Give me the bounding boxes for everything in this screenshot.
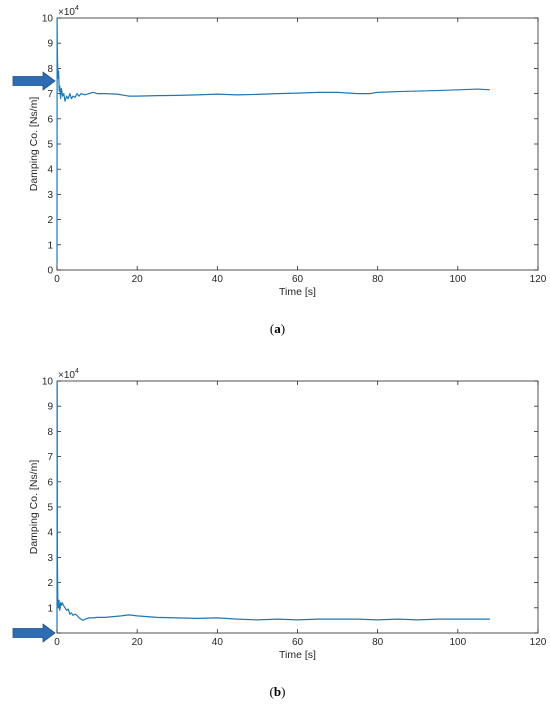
- y-exponent-base: ×10: [58, 7, 75, 18]
- plot-area: [56, 17, 539, 271]
- caption-open-paren: (: [270, 321, 274, 336]
- x-tick-label: 20: [132, 274, 144, 285]
- y-exponent-label: ×104: [58, 5, 79, 18]
- caption-close-paren: ): [281, 684, 285, 699]
- y-tick-label: 3: [47, 553, 53, 564]
- x-tick-label: 120: [530, 637, 547, 648]
- series-line: [56, 17, 490, 263]
- indicator-arrow: [12, 623, 56, 643]
- y-tick-label: 7: [47, 89, 53, 100]
- y-tick-label: 7: [47, 452, 53, 463]
- y-tick-label: 5: [47, 503, 53, 514]
- x-tick-label: 100: [449, 274, 466, 285]
- x-tick-label: 0: [54, 274, 60, 285]
- y-tick-label: 8: [47, 427, 53, 438]
- y-tick-label: 2: [47, 578, 53, 589]
- x-tick-label: 60: [292, 274, 304, 285]
- caption-letter: a: [274, 321, 281, 336]
- y-tick-label: 3: [47, 190, 53, 201]
- caption-letter: b: [274, 684, 281, 699]
- y-exponent-power: 4: [75, 368, 79, 375]
- y-axis-label: Damping Co. [Ns/m]: [28, 97, 40, 192]
- x-tick-label: 60: [292, 637, 304, 648]
- x-tick-label: 20: [132, 637, 144, 648]
- y-tick-label: 1: [47, 240, 53, 251]
- x-tick-label: 100: [449, 637, 466, 648]
- caption-close-paren: ): [281, 321, 285, 336]
- x-tick-label: 80: [372, 274, 384, 285]
- indicator-arrow: [12, 71, 56, 91]
- y-tick-label: 9: [47, 402, 53, 413]
- y-tick-label: 4: [47, 528, 53, 539]
- y-tick-label: 9: [47, 39, 53, 50]
- x-tick-label: 80: [372, 637, 384, 648]
- y-tick-label: 10: [42, 14, 54, 25]
- x-tick-label: 120: [530, 274, 547, 285]
- x-axis-label: Time [s]: [279, 649, 316, 661]
- y-exponent-power: 4: [75, 5, 79, 12]
- y-axis-label: Damping Co. [Ns/m]: [28, 460, 40, 555]
- y-tick-label: 6: [47, 114, 53, 125]
- x-tick-label: 0: [54, 637, 60, 648]
- y-tick-label: 8: [47, 64, 53, 75]
- y-exponent-label: ×104: [58, 368, 79, 381]
- y-tick-label: 1: [47, 603, 53, 614]
- y-tick-label: 6: [47, 477, 53, 488]
- series-line: [56, 380, 490, 628]
- x-tick-label: 40: [212, 637, 224, 648]
- x-tick-label: 40: [212, 274, 224, 285]
- y-tick-label: 0: [47, 266, 53, 277]
- y-tick-label: 10: [42, 377, 54, 388]
- figure-caption: (a): [270, 321, 285, 336]
- caption-open-paren: (: [270, 684, 274, 699]
- y-tick-label: 2: [47, 215, 53, 226]
- y-tick-label: 5: [47, 140, 53, 151]
- y-tick-label: 4: [47, 165, 53, 176]
- y-exponent-base: ×10: [58, 370, 75, 381]
- x-axis-label: Time [s]: [279, 286, 316, 298]
- plot-area: [56, 380, 539, 634]
- figure-caption: (b): [270, 684, 286, 699]
